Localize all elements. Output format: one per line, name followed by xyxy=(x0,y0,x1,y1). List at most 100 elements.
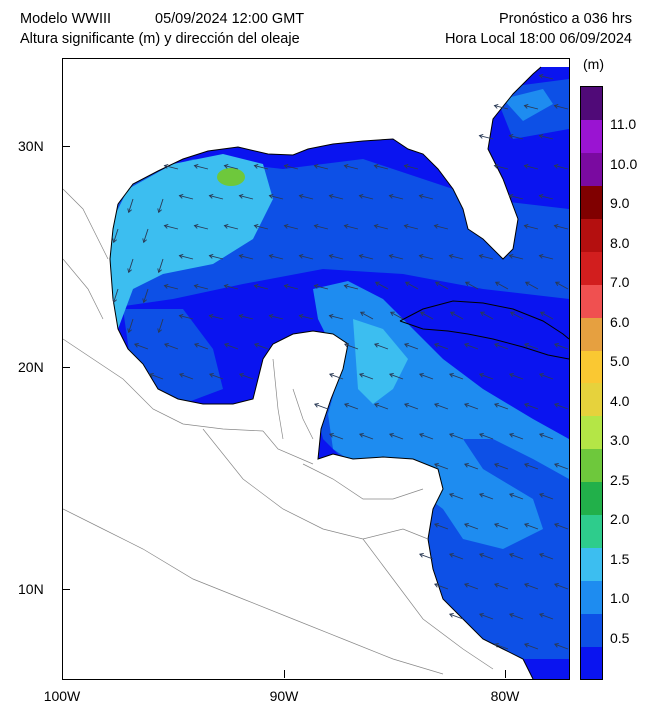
wave-arrow xyxy=(464,582,479,590)
wave-arrow xyxy=(163,283,179,290)
wave-arrow xyxy=(539,432,554,440)
wave-arrow xyxy=(127,198,134,214)
wave-arrow xyxy=(389,372,404,380)
wave-arrow xyxy=(328,193,344,200)
wave-arrow xyxy=(178,313,194,320)
lon-label-100w: 100W xyxy=(43,688,81,704)
colorbar-level-label: 2.5 xyxy=(610,471,630,488)
lat-label-20n: 20N xyxy=(18,359,44,375)
tick-80w xyxy=(505,670,506,678)
wave-arrow xyxy=(359,432,374,440)
wave-arrow xyxy=(509,432,524,440)
colorbar-level-label: 5.0 xyxy=(610,353,630,370)
colorbar-segment xyxy=(581,185,602,220)
wave-arrow xyxy=(509,372,524,380)
wave-arrow xyxy=(127,318,134,334)
wave-arrow xyxy=(509,492,524,500)
wave-arrow xyxy=(494,342,509,350)
wave-arrow xyxy=(268,193,284,200)
wave-arrow xyxy=(479,372,494,380)
wave-arrow xyxy=(434,342,449,350)
wave-arrow xyxy=(523,103,539,110)
wave-arrow xyxy=(524,342,539,350)
wave-arrow xyxy=(223,283,239,290)
wave-arrow xyxy=(434,522,449,530)
wave-arrow xyxy=(524,522,539,530)
variable-title: Altura significante (m) y dirección del … xyxy=(20,31,300,47)
colorbar-level-label: 9.0 xyxy=(610,195,630,212)
wave-arrow xyxy=(253,163,269,170)
wave-arrow xyxy=(494,281,509,290)
wave-arrow xyxy=(163,223,179,230)
colorbar-segment xyxy=(581,415,602,450)
wave-arrow xyxy=(268,313,284,320)
wave-arrow xyxy=(389,432,404,440)
wave-arrow xyxy=(209,372,224,380)
wave-arrow xyxy=(449,311,464,320)
wave-arrow xyxy=(343,163,359,170)
wave-arrow xyxy=(479,492,494,500)
colorbar-level-label: 2.0 xyxy=(610,511,630,528)
wave-arrow xyxy=(157,258,164,274)
wave-arrow xyxy=(268,253,284,260)
wave-arrow xyxy=(449,492,464,500)
wave-arrow xyxy=(178,193,194,200)
wave-arrow xyxy=(329,372,344,380)
wave-arrow xyxy=(164,342,179,350)
wave-arrow xyxy=(524,462,539,470)
wave-arrow xyxy=(298,313,314,320)
colorbar-segment xyxy=(581,383,602,417)
wave-arrow xyxy=(509,552,524,560)
wave-arrow xyxy=(554,582,569,590)
wave-arrow xyxy=(554,642,569,650)
wave-arrow xyxy=(283,283,299,290)
sea-peak-zone xyxy=(217,168,245,186)
wave-arrow xyxy=(418,193,434,200)
wave-arrow xyxy=(388,193,404,200)
run-time: 05/09/2024 12:00 GMT xyxy=(155,11,305,27)
wave-arrow xyxy=(343,223,359,230)
wave-arrow xyxy=(419,311,434,320)
colorbar-level-label: 0.5 xyxy=(610,629,630,646)
wave-arrow xyxy=(494,522,509,530)
wave-arrow xyxy=(493,103,509,110)
wave-arrow xyxy=(344,402,359,410)
wave-arrow xyxy=(157,318,164,334)
wave-arrow xyxy=(343,283,359,290)
wave-arrow xyxy=(478,253,494,260)
wave-arrow xyxy=(313,223,329,230)
wave-arrow xyxy=(298,193,314,200)
wave-arrow xyxy=(464,281,479,290)
wave-arrow xyxy=(554,522,569,530)
tick-90w xyxy=(284,670,285,678)
wave-arrow xyxy=(419,372,434,380)
wave-arrow xyxy=(554,342,569,350)
tick-10n xyxy=(62,589,70,590)
wave-arrow xyxy=(283,163,299,170)
wave-arrow xyxy=(208,193,224,200)
colorbar-unit: (m) xyxy=(583,56,604,72)
wave-arrow xyxy=(223,223,239,230)
wave-arrow xyxy=(434,462,449,470)
wave-arrow xyxy=(464,402,479,410)
wave-arrow xyxy=(254,342,269,350)
wave-arrow xyxy=(509,612,524,620)
wave-arrow xyxy=(298,253,314,260)
colorbar-level-label: 7.0 xyxy=(610,274,630,291)
wave-arrow xyxy=(314,402,329,410)
wave-arrow xyxy=(539,552,554,560)
wave-arrow xyxy=(449,612,464,620)
wave-arrow xyxy=(449,372,464,380)
wave-arrow xyxy=(524,402,539,410)
wave-arrow xyxy=(194,342,209,350)
wave-arrow xyxy=(524,281,539,290)
wave-arrow xyxy=(464,462,479,470)
colorbar-segment xyxy=(581,580,602,614)
wave-arrow xyxy=(538,73,554,80)
wave-arrow xyxy=(142,228,149,244)
wave-arrow xyxy=(493,163,509,170)
colorbar-segment xyxy=(581,547,602,581)
wave-arrow xyxy=(448,253,464,260)
wave-arrow xyxy=(418,253,434,260)
wave-arrow xyxy=(224,342,239,350)
